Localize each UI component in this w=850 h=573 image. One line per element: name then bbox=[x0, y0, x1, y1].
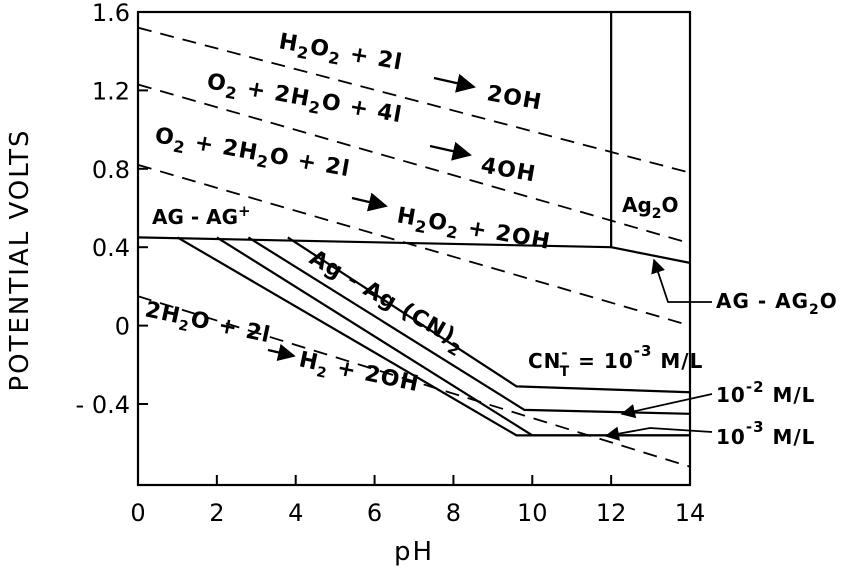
y-axis-title: POTENTIAL VOLTS bbox=[5, 128, 35, 391]
svg-text:2H2O + 2l: 2H2O + 2l bbox=[142, 297, 273, 352]
series-line-0 bbox=[138, 236, 612, 249]
series-line-6 bbox=[176, 236, 690, 437]
plot-frame bbox=[136, 10, 692, 487]
x-axis-title: pH bbox=[394, 537, 434, 567]
svg-text:4OH: 4OH bbox=[479, 153, 538, 187]
dashed-line-3 bbox=[138, 295, 690, 468]
x-tick-label-4: 8 bbox=[446, 499, 461, 527]
callout-ag-ag2o: AG - AG2O bbox=[651, 258, 838, 318]
x-tick-label-5: 10 bbox=[517, 499, 548, 527]
svg-text:H2O2 + 2l: H2O2 + 2l bbox=[276, 29, 404, 79]
x-tick-label-7: 14 bbox=[675, 499, 706, 527]
series-line-3 bbox=[287, 236, 690, 394]
svg-text:H2O2 + 2OH: H2O2 + 2OH bbox=[394, 203, 552, 259]
label-ag-ag-plus: AG - AG+ bbox=[152, 202, 251, 229]
y-tick-label-1: 1.2 bbox=[92, 77, 130, 105]
svg-text:AG - AG2O: AG - AG2O bbox=[716, 289, 838, 318]
y-tick-label-4: 0 bbox=[115, 313, 130, 341]
x-tick-label-3: 6 bbox=[367, 499, 382, 527]
arrow-o2-4oh bbox=[429, 141, 472, 161]
arrow-h2o2 bbox=[433, 73, 476, 93]
tick-layer: 0 2 4 6 8 10 12 14 1.6 1.2 0.8 0.4 0 - 0.4 bbox=[76, 0, 706, 527]
arrow-o2-h2o2 bbox=[351, 192, 388, 212]
arrow-h2 bbox=[267, 343, 296, 362]
x-tick-label-2: 4 bbox=[288, 499, 303, 527]
svg-text:H2 + 2OH: H2 + 2OH bbox=[296, 347, 422, 401]
x-tick-label-6: 12 bbox=[596, 499, 627, 527]
y-tick-label-0: 1.6 bbox=[92, 0, 130, 27]
dashed-line-1 bbox=[138, 83, 690, 245]
label-cnt: CN-T = 10-3 M/L bbox=[528, 342, 703, 380]
y-tick-label-3: 0.4 bbox=[92, 234, 130, 262]
y-tick-label-5: - 0.4 bbox=[76, 391, 130, 419]
y-tick-label-2: 0.8 bbox=[92, 156, 130, 184]
svg-text:10-3 M/L: 10-3 M/L bbox=[716, 418, 815, 449]
x-tick-label-1: 2 bbox=[209, 499, 224, 527]
dashed-line-2 bbox=[138, 164, 690, 327]
series-line-1 bbox=[610, 246, 690, 264]
svg-text:2OH: 2OH bbox=[485, 81, 544, 115]
svg-text:10-2 M/L: 10-2 M/L bbox=[716, 378, 815, 407]
dashed-line-0 bbox=[138, 26, 690, 174]
svg-text:O2 + 2H2O + 2l: O2 + 2H2O + 2l bbox=[152, 123, 352, 186]
callout-10-2: 10-2 M/L bbox=[620, 378, 815, 419]
reaction-h2: 2H2O + 2l H2 + 2OH bbox=[142, 297, 422, 401]
x-tick-label-0: 0 bbox=[130, 499, 145, 527]
svg-text:O2 + 2H2O + 4l: O2 + 2H2O + 4l bbox=[204, 69, 404, 132]
callout-10-3: 10-3 M/L bbox=[604, 418, 815, 449]
label-ag2o: Ag2O bbox=[622, 193, 679, 222]
